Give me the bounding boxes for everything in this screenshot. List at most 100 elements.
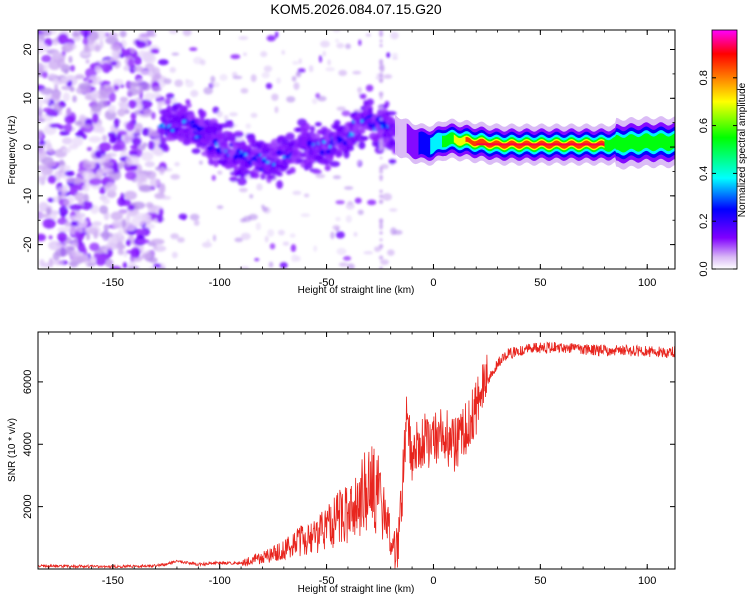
noise-blob xyxy=(245,123,252,129)
noise-blob xyxy=(145,202,154,209)
artifact-dot xyxy=(379,244,383,247)
noise-blob xyxy=(130,247,141,258)
noise-blob xyxy=(40,87,54,95)
artifact-dot xyxy=(380,232,383,235)
noise-blob xyxy=(89,256,97,264)
noise-blob xyxy=(255,222,262,231)
noise-blob xyxy=(332,225,341,231)
noise-blob xyxy=(390,227,397,236)
noise-blob xyxy=(174,161,180,167)
noise-blob xyxy=(365,84,374,92)
noise-blob xyxy=(150,238,165,245)
noise-blob xyxy=(390,31,399,40)
noise-blob xyxy=(279,262,288,269)
ridge-blob xyxy=(324,164,331,171)
noise-blob xyxy=(230,54,241,60)
noise-blob xyxy=(168,30,179,35)
noise-blob xyxy=(261,71,270,79)
noise-blob xyxy=(74,192,85,202)
noise-blob xyxy=(117,249,125,256)
noise-blob xyxy=(50,93,61,101)
tone-band xyxy=(395,114,675,170)
noise-blob xyxy=(99,186,106,195)
noise-blob xyxy=(165,92,175,99)
noise-blob xyxy=(127,58,135,68)
noise-blob xyxy=(189,213,200,221)
y-tick-label: -20 xyxy=(22,237,34,253)
noise-blob xyxy=(88,75,101,82)
noise-blob xyxy=(219,74,228,81)
noise-blob xyxy=(240,232,251,241)
noise-blob xyxy=(325,67,335,72)
artifact-dot xyxy=(379,43,383,47)
noise-blob xyxy=(211,82,220,88)
noise-blob xyxy=(63,199,70,206)
noise-blob xyxy=(105,36,119,45)
noise-blob xyxy=(58,205,68,217)
noise-blob xyxy=(380,259,389,265)
ridge-blob xyxy=(180,105,188,113)
ridge-blob xyxy=(366,98,374,106)
ridge-blob xyxy=(329,161,341,168)
noise-blob xyxy=(345,215,352,223)
noise-blob xyxy=(123,251,128,258)
noise-blob xyxy=(38,98,43,110)
noise-blob xyxy=(69,186,79,191)
noise-blob xyxy=(68,143,79,150)
noise-blob xyxy=(151,86,162,92)
noise-blob xyxy=(260,51,268,58)
noise-blob xyxy=(38,140,46,146)
ridge-blob xyxy=(385,111,397,116)
noise-blob xyxy=(374,246,381,252)
noise-blob xyxy=(277,229,285,236)
artifact-dot xyxy=(380,71,383,74)
noise-blob xyxy=(353,232,358,237)
noise-blob xyxy=(240,266,250,269)
noise-blob xyxy=(83,161,97,171)
x-tick-label: 50 xyxy=(534,277,546,289)
noise-blob xyxy=(68,260,79,268)
noise-blob xyxy=(389,208,398,212)
noise-blob xyxy=(119,53,125,58)
noise-blob xyxy=(139,82,152,92)
noise-blob xyxy=(125,171,137,181)
noise-blob xyxy=(232,75,243,80)
noise-blob xyxy=(217,170,223,175)
snr-y-label: SNR (10 * v/v) xyxy=(7,418,18,482)
noise-blob xyxy=(123,65,130,72)
noise-blob xyxy=(134,55,142,66)
noise-blob xyxy=(171,251,178,259)
ridge-blob xyxy=(343,149,350,159)
noise-blob xyxy=(61,189,66,200)
noise-blob xyxy=(142,108,153,115)
noise-blob xyxy=(107,32,119,38)
noise-blob xyxy=(129,150,139,156)
noise-blob xyxy=(49,210,60,216)
colorbar: 0.0 0.2 0.4 0.6 0.8 Normalized spectral ampl… xyxy=(698,29,748,277)
noise-blob xyxy=(98,142,112,152)
noise-blob xyxy=(327,59,331,66)
noise-blob xyxy=(210,75,216,83)
noise-blob xyxy=(69,215,77,221)
noise-blob xyxy=(80,51,91,57)
artifact-dot xyxy=(379,63,383,67)
noise-blob xyxy=(85,59,90,64)
noise-blob xyxy=(107,104,117,114)
noise-blob xyxy=(128,209,140,215)
ridge-blob xyxy=(267,174,276,180)
noise-blob xyxy=(336,106,346,111)
artifact-dot xyxy=(379,221,383,225)
noise-blob xyxy=(138,32,150,41)
noise-blob xyxy=(363,251,374,255)
noise-blob xyxy=(83,193,89,204)
noise-blob xyxy=(77,218,88,228)
ridge-blob xyxy=(276,180,284,189)
x-tick-label: -50 xyxy=(319,277,335,289)
noise-blob xyxy=(72,136,84,147)
noise-blob xyxy=(142,142,148,148)
noise-blob xyxy=(57,164,71,171)
noise-blob xyxy=(52,41,58,46)
noise-blob xyxy=(274,106,279,114)
noise-blob xyxy=(116,241,124,251)
x-tick-label: -150 xyxy=(102,575,124,587)
